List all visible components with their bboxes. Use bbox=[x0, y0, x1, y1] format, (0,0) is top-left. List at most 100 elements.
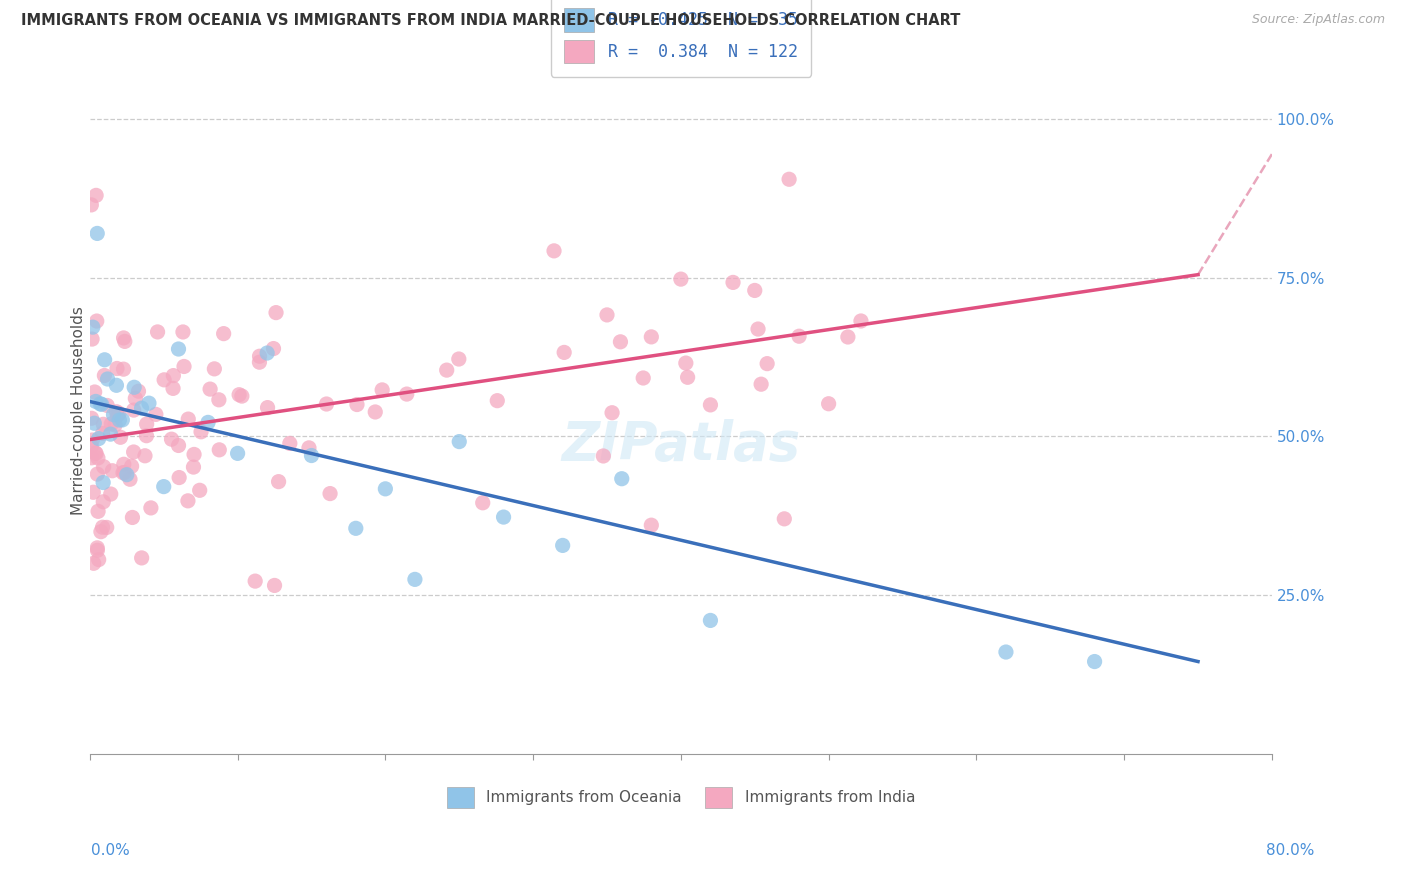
Point bbox=[177, 412, 200, 426]
Point bbox=[676, 370, 699, 384]
Point bbox=[80, 411, 103, 425]
Point bbox=[298, 441, 321, 455]
Point bbox=[115, 467, 138, 482]
Point bbox=[112, 362, 135, 376]
Point bbox=[91, 426, 114, 441]
Point bbox=[208, 392, 231, 407]
Point bbox=[787, 329, 810, 343]
Point bbox=[208, 442, 231, 457]
Point bbox=[395, 387, 418, 401]
Point bbox=[121, 510, 143, 524]
Point bbox=[600, 406, 623, 420]
Point bbox=[471, 496, 494, 510]
Point bbox=[93, 459, 115, 474]
Point bbox=[111, 413, 134, 427]
Point bbox=[93, 368, 115, 383]
Point bbox=[100, 427, 122, 442]
Point bbox=[249, 355, 271, 369]
Point bbox=[747, 322, 769, 336]
Point bbox=[152, 480, 174, 494]
Point bbox=[183, 460, 205, 475]
Point bbox=[87, 450, 110, 465]
Point bbox=[121, 459, 143, 474]
Point bbox=[344, 521, 367, 535]
Point bbox=[699, 398, 721, 412]
Point bbox=[104, 417, 127, 432]
Y-axis label: Married-couple Households: Married-couple Households bbox=[72, 307, 86, 516]
Point bbox=[86, 467, 108, 482]
Point bbox=[301, 449, 323, 463]
Point bbox=[86, 314, 108, 328]
Point bbox=[167, 438, 190, 452]
Point bbox=[436, 363, 458, 377]
Point bbox=[202, 362, 225, 376]
Point bbox=[93, 352, 115, 367]
Point bbox=[551, 538, 574, 552]
Point bbox=[631, 371, 654, 385]
Point bbox=[256, 401, 278, 415]
Point bbox=[87, 504, 110, 518]
Point bbox=[122, 445, 145, 459]
Point bbox=[744, 284, 766, 298]
Point bbox=[371, 383, 394, 397]
Point bbox=[101, 464, 124, 478]
Text: IMMIGRANTS FROM OCEANIA VS IMMIGRANTS FROM INDIA MARRIED-COUPLE HOUSEHOLDS CORRE: IMMIGRANTS FROM OCEANIA VS IMMIGRANTS FR… bbox=[21, 13, 960, 29]
Point bbox=[110, 430, 132, 444]
Point bbox=[596, 308, 619, 322]
Point bbox=[153, 373, 176, 387]
Point bbox=[263, 578, 285, 592]
Point bbox=[105, 409, 128, 423]
Point bbox=[669, 272, 692, 286]
Point bbox=[278, 436, 301, 450]
Point bbox=[849, 314, 872, 328]
Point bbox=[86, 541, 108, 555]
Point bbox=[228, 387, 250, 401]
Point bbox=[80, 450, 103, 465]
Point bbox=[122, 403, 145, 417]
Point bbox=[837, 330, 859, 344]
Point bbox=[543, 244, 565, 258]
Point bbox=[404, 573, 426, 587]
Text: 80.0%: 80.0% bbox=[1267, 843, 1315, 858]
Point bbox=[96, 399, 118, 413]
Point bbox=[226, 446, 249, 460]
Point bbox=[778, 172, 800, 186]
Point bbox=[162, 381, 184, 395]
Point bbox=[105, 361, 128, 376]
Point bbox=[131, 401, 153, 416]
Point bbox=[449, 434, 471, 449]
Point bbox=[91, 417, 114, 432]
Point bbox=[243, 574, 266, 588]
Point bbox=[83, 556, 105, 570]
Point bbox=[173, 359, 195, 374]
Point bbox=[553, 345, 575, 359]
Point bbox=[97, 372, 120, 386]
Point bbox=[190, 425, 212, 439]
Point bbox=[374, 482, 396, 496]
Point bbox=[127, 384, 149, 399]
Point bbox=[105, 378, 128, 392]
Point bbox=[105, 405, 128, 419]
Point bbox=[90, 524, 112, 539]
Point bbox=[675, 356, 697, 370]
Point bbox=[103, 408, 125, 422]
Point bbox=[167, 470, 190, 484]
Point bbox=[167, 342, 190, 356]
Point bbox=[319, 486, 342, 500]
Point bbox=[721, 276, 744, 290]
Point bbox=[135, 428, 157, 442]
Point bbox=[197, 416, 219, 430]
Point bbox=[112, 331, 135, 345]
Point bbox=[82, 320, 104, 334]
Point bbox=[112, 466, 135, 480]
Point bbox=[124, 392, 146, 406]
Point bbox=[118, 472, 141, 486]
Point bbox=[364, 405, 387, 419]
Point bbox=[315, 397, 337, 411]
Point bbox=[84, 446, 107, 460]
Text: Source: ZipAtlas.com: Source: ZipAtlas.com bbox=[1251, 13, 1385, 27]
Point bbox=[80, 198, 103, 212]
Point bbox=[86, 543, 108, 558]
Point bbox=[183, 447, 205, 461]
Point bbox=[346, 398, 368, 412]
